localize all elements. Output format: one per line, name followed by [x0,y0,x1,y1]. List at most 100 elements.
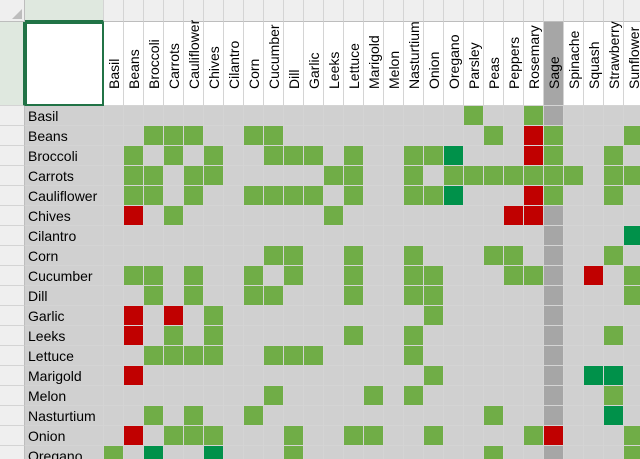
compatibility-cell[interactable] [464,206,484,226]
compatibility-cell[interactable] [324,246,344,266]
plant-row-label[interactable]: Beans [25,126,104,146]
plant-column-header[interactable]: Peppers [504,22,524,106]
compatibility-cell[interactable] [504,266,524,286]
compatibility-cell[interactable] [144,266,164,286]
compatibility-cell[interactable] [224,106,244,126]
compatibility-cell[interactable] [264,426,284,446]
compatibility-cell[interactable] [324,226,344,246]
compatibility-cell[interactable] [624,206,640,226]
plant-column-header[interactable]: Garlic [304,22,324,106]
column-header-n[interactable] [344,0,364,22]
compatibility-cell[interactable] [444,406,464,426]
compatibility-cell[interactable] [184,406,204,426]
compatibility-cell[interactable] [304,446,324,459]
compatibility-cell[interactable] [244,446,264,459]
compatibility-cell[interactable] [464,386,484,406]
compatibility-cell[interactable] [124,266,144,286]
compatibility-cell[interactable] [564,166,584,186]
plant-column-header[interactable]: Spinache [564,22,584,106]
compatibility-cell[interactable] [604,306,624,326]
compatibility-cell[interactable] [144,166,164,186]
compatibility-cell[interactable] [624,106,640,126]
compatibility-cell[interactable] [604,166,624,186]
compatibility-cell[interactable] [144,146,164,166]
compatibility-cell[interactable] [404,146,424,166]
compatibility-cell[interactable] [204,166,224,186]
compatibility-cell[interactable] [184,186,204,206]
compatibility-cell[interactable] [384,326,404,346]
compatibility-cell[interactable] [424,286,444,306]
compatibility-cell[interactable] [384,446,404,459]
compatibility-cell[interactable] [524,286,544,306]
compatibility-cell[interactable] [464,226,484,246]
compatibility-cell[interactable] [484,306,504,326]
compatibility-cell[interactable] [444,186,464,206]
compatibility-cell[interactable] [224,366,244,386]
compatibility-cell[interactable] [604,146,624,166]
compatibility-cell[interactable] [604,246,624,266]
plant-column-header[interactable]: Sunflower [624,22,640,106]
compatibility-cell[interactable] [524,106,544,126]
compatibility-cell[interactable] [184,226,204,246]
compatibility-cell[interactable] [424,246,444,266]
compatibility-cell[interactable] [624,346,640,366]
plant-column-header[interactable]: Cucumber [264,22,284,106]
column-header-j[interactable] [264,0,284,22]
compatibility-cell[interactable] [204,346,224,366]
row-header-9[interactable] [0,246,25,266]
compatibility-cell[interactable] [304,266,324,286]
compatibility-cell[interactable] [124,366,144,386]
compatibility-cell[interactable] [564,406,584,426]
compatibility-cell[interactable] [564,226,584,246]
compatibility-cell[interactable] [124,246,144,266]
plant-column-header[interactable]: Chives [204,22,224,106]
compatibility-cell[interactable] [144,286,164,306]
compatibility-cell[interactable] [464,106,484,126]
compatibility-cell[interactable] [164,286,184,306]
compatibility-cell[interactable] [484,206,504,226]
compatibility-cell[interactable] [344,346,364,366]
compatibility-cell[interactable] [164,366,184,386]
compatibility-cell[interactable] [564,366,584,386]
plant-column-header[interactable]: Rosemary [524,22,544,106]
plant-column-header[interactable]: Sage [544,22,564,106]
compatibility-cell[interactable] [384,286,404,306]
compatibility-cell[interactable] [404,306,424,326]
compatibility-cell[interactable] [564,286,584,306]
compatibility-cell[interactable] [184,386,204,406]
compatibility-cell[interactable] [224,266,244,286]
compatibility-cell[interactable] [464,446,484,459]
compatibility-cell[interactable] [264,226,284,246]
compatibility-cell[interactable] [324,346,344,366]
plant-column-header[interactable]: Squash [584,22,604,106]
compatibility-cell[interactable] [544,246,564,266]
compatibility-cell[interactable] [504,426,524,446]
compatibility-cell[interactable] [464,286,484,306]
compatibility-cell[interactable] [184,266,204,286]
compatibility-cell[interactable] [504,406,524,426]
compatibility-cell[interactable] [504,386,524,406]
compatibility-cell[interactable] [364,266,384,286]
compatibility-cell[interactable] [204,446,224,459]
compatibility-cell[interactable] [484,346,504,366]
compatibility-cell[interactable] [104,186,124,206]
compatibility-cell[interactable] [164,406,184,426]
compatibility-cell[interactable] [264,266,284,286]
compatibility-cell[interactable] [384,206,404,226]
compatibility-cell[interactable] [504,326,524,346]
compatibility-cell[interactable] [484,146,504,166]
compatibility-cell[interactable] [244,266,264,286]
plant-column-header[interactable]: Onion [424,22,444,106]
compatibility-cell[interactable] [184,446,204,459]
compatibility-cell[interactable] [524,366,544,386]
row-header-14[interactable] [0,346,25,366]
compatibility-cell[interactable] [204,146,224,166]
compatibility-cell[interactable] [384,126,404,146]
compatibility-cell[interactable] [584,186,604,206]
compatibility-cell[interactable] [244,326,264,346]
compatibility-cell[interactable] [444,106,464,126]
plant-column-header[interactable]: Nasturtium [404,21,424,106]
compatibility-cell[interactable] [104,366,124,386]
compatibility-cell[interactable] [204,306,224,326]
